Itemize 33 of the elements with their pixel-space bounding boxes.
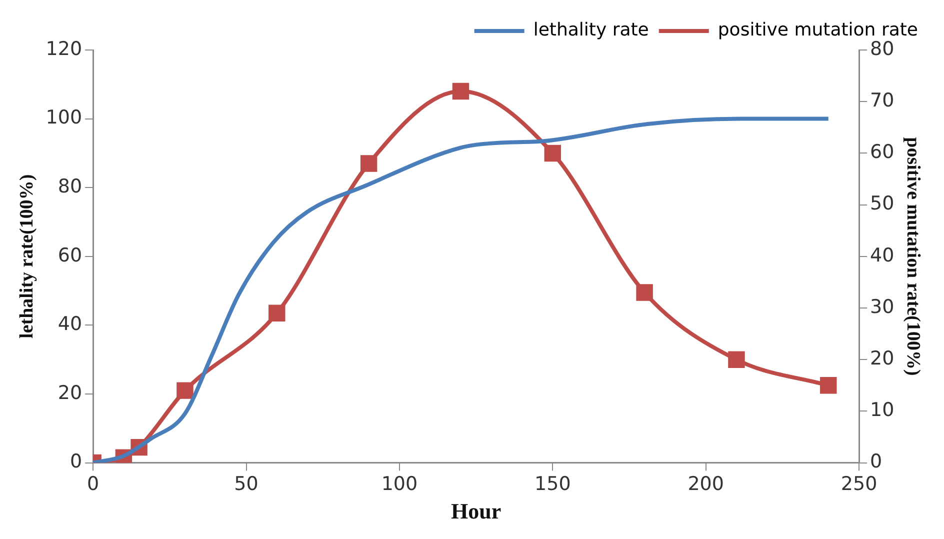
- y-tick-label: 120: [46, 38, 82, 60]
- x-tick-label: 200: [688, 473, 724, 496]
- x-tick-label: 50: [234, 473, 258, 496]
- y2-tick-label: 40: [870, 244, 894, 266]
- y2-tick-label: 10: [870, 399, 894, 422]
- y2-tick-label: 20: [870, 348, 894, 370]
- x-tick-label: 150: [534, 473, 571, 496]
- legend-label: lethality rate: [533, 20, 649, 41]
- x-tick-label: 100: [381, 473, 418, 496]
- x-tick-label: 0: [87, 473, 100, 496]
- y2-tick-label: 0: [870, 450, 882, 473]
- y2-axis-title: positive mutation rate(100%): [902, 137, 924, 376]
- y-tick-label: 20: [58, 382, 82, 404]
- y-tick-label: 80: [58, 176, 82, 198]
- point: [820, 377, 837, 394]
- point: [360, 155, 378, 172]
- point: [268, 304, 286, 322]
- point: [728, 351, 745, 368]
- y-tick-label: 0: [70, 450, 82, 473]
- x-tick-label: 250: [840, 473, 878, 496]
- point: [544, 144, 562, 162]
- point: [176, 382, 194, 399]
- point: [452, 82, 470, 100]
- y-tick-label: 40: [58, 313, 82, 336]
- y-axis-title: lethality rate(100%): [16, 174, 38, 338]
- y2-tick-label: 30: [870, 296, 894, 318]
- y2-tick-label: 70: [870, 90, 894, 112]
- y2-tick-label: 50: [870, 192, 894, 215]
- y2-tick-label: 60: [870, 141, 894, 164]
- point: [636, 284, 653, 301]
- y-tick-label: 100: [46, 106, 82, 129]
- y-tick-label: 60: [58, 244, 82, 266]
- x-axis-title: Hour: [450, 498, 502, 524]
